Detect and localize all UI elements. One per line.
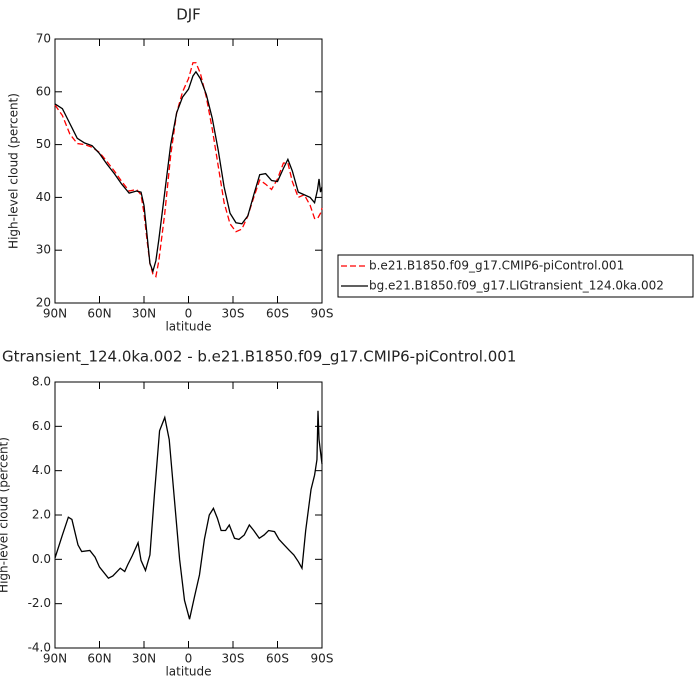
y-tick-label: 2.0 <box>32 508 51 522</box>
y-tick-label: 4.0 <box>32 463 51 477</box>
y-tick-label: 60 <box>36 84 51 98</box>
legend-box <box>337 254 694 298</box>
data-line <box>54 410 323 620</box>
y-tick-label: 6.0 <box>32 419 51 433</box>
y-tick-label: 50 <box>36 137 51 151</box>
x-tick-label: 0 <box>185 307 193 321</box>
y-axis-label: High-level cloud (percent) <box>0 437 11 593</box>
x-tick-label: 60S <box>266 652 289 666</box>
y-tick-label: 40 <box>36 190 51 204</box>
y-tick-label: 0.0 <box>32 552 51 566</box>
x-tick-label: 90N <box>43 652 67 666</box>
data-line <box>54 62 323 278</box>
y-tick-label: 30 <box>36 243 51 257</box>
y-axis-label: High-level cloud (percent) <box>7 93 21 249</box>
x-tick-label: 30S <box>222 652 245 666</box>
x-tick-label: 90N <box>43 307 67 321</box>
x-axis-label: latitude <box>165 665 211 679</box>
y-tick-label: 20 <box>36 296 51 310</box>
x-tick-label: 60N <box>87 307 111 321</box>
x-tick-label: 90S <box>311 307 334 321</box>
chart-title: DJF <box>176 6 201 24</box>
plot-frame <box>54 381 323 649</box>
legend-label: bg.e21.B1850.f09_g17.LIGtransient_124.0k… <box>369 279 664 293</box>
x-tick-label: 30N <box>132 652 156 666</box>
y-tick-label: 8.0 <box>32 375 51 389</box>
y-tick-label: -4.0 <box>28 641 51 655</box>
legend-label: b.e21.B1850.f09_g17.CMIP6-piControl.001 <box>369 259 624 273</box>
y-tick-label: -2.0 <box>28 596 51 610</box>
data-line <box>54 70 323 274</box>
y-tick-label: 70 <box>36 32 51 46</box>
x-tick-label: 60N <box>87 652 111 666</box>
x-tick-label: 0 <box>185 652 193 666</box>
x-tick-label: 60S <box>266 307 289 321</box>
x-axis-label: latitude <box>165 320 211 334</box>
x-tick-label: 30S <box>222 307 245 321</box>
x-tick-label: 30N <box>132 307 156 321</box>
chart-title: Gtransient_124.0ka.002 - b.e21.B1850.f09… <box>2 348 516 367</box>
x-tick-label: 90S <box>311 652 334 666</box>
